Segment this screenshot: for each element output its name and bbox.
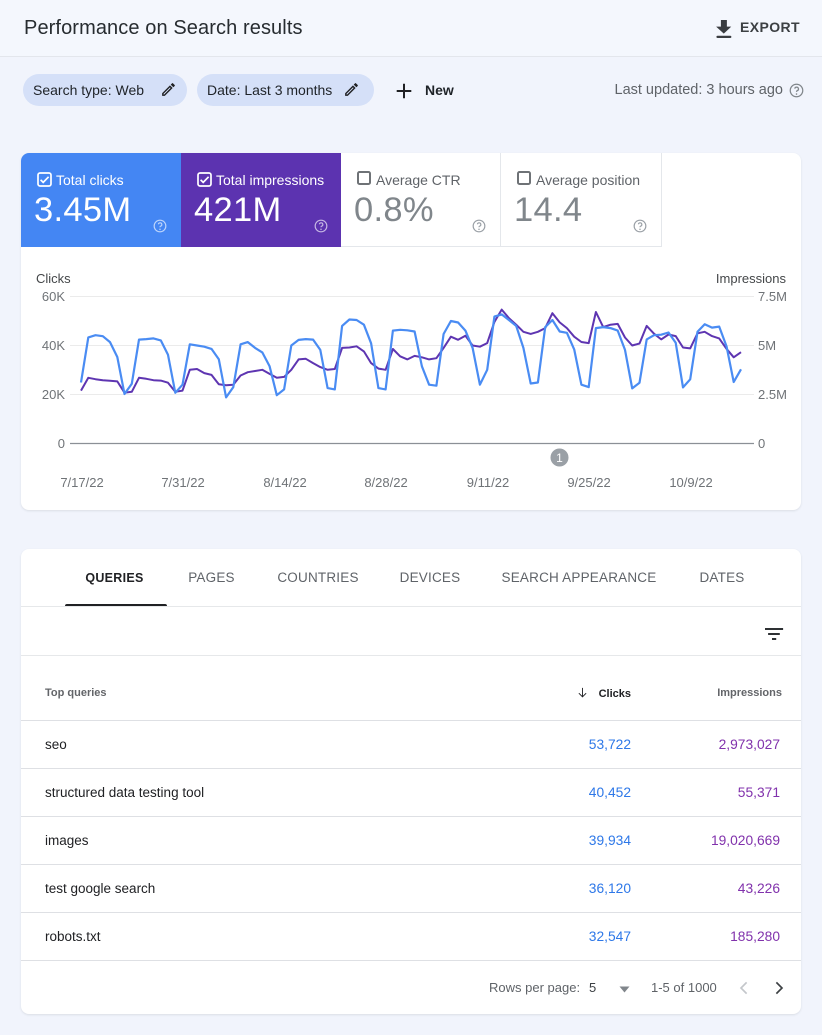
svg-text:1: 1 [556,451,563,465]
